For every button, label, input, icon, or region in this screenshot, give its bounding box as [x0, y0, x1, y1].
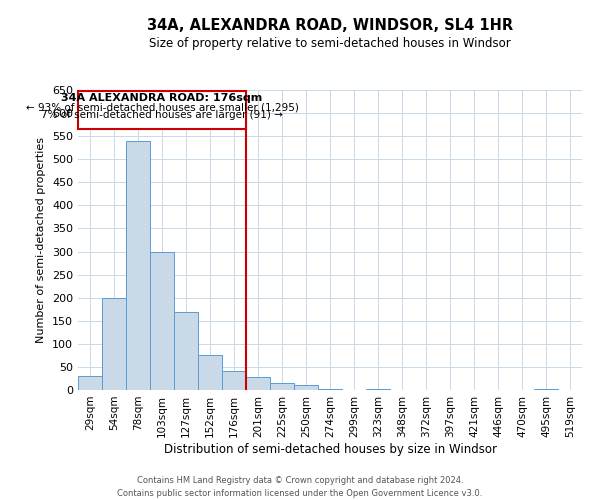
FancyBboxPatch shape [78, 91, 246, 129]
Bar [102, 298, 126, 390]
Text: Size of property relative to semi-detached houses in Windsor: Size of property relative to semi-detach… [149, 38, 511, 51]
Text: Contains public sector information licensed under the Open Government Licence v3: Contains public sector information licen… [118, 489, 482, 498]
Bar [366, 389, 390, 390]
Bar [246, 376, 270, 390]
Bar [270, 383, 294, 390]
Text: ← 93% of semi-detached houses are smaller (1,295): ← 93% of semi-detached houses are smalle… [26, 102, 298, 112]
Bar [294, 386, 318, 390]
Text: Contains HM Land Registry data © Crown copyright and database right 2024.: Contains HM Land Registry data © Crown c… [137, 476, 463, 485]
Bar [318, 389, 342, 390]
Text: 7% of semi-detached houses are larger (91) →: 7% of semi-detached houses are larger (9… [41, 110, 283, 120]
Bar [198, 356, 222, 390]
Bar [222, 370, 246, 390]
Bar [534, 389, 558, 390]
Bar [150, 252, 174, 390]
Bar [126, 141, 150, 390]
Text: 34A ALEXANDRA ROAD: 176sqm: 34A ALEXANDRA ROAD: 176sqm [61, 93, 263, 103]
Bar [174, 312, 198, 390]
Text: 34A, ALEXANDRA ROAD, WINDSOR, SL4 1HR: 34A, ALEXANDRA ROAD, WINDSOR, SL4 1HR [147, 18, 513, 32]
Bar [78, 376, 102, 390]
Y-axis label: Number of semi-detached properties: Number of semi-detached properties [37, 137, 46, 343]
X-axis label: Distribution of semi-detached houses by size in Windsor: Distribution of semi-detached houses by … [163, 442, 497, 456]
